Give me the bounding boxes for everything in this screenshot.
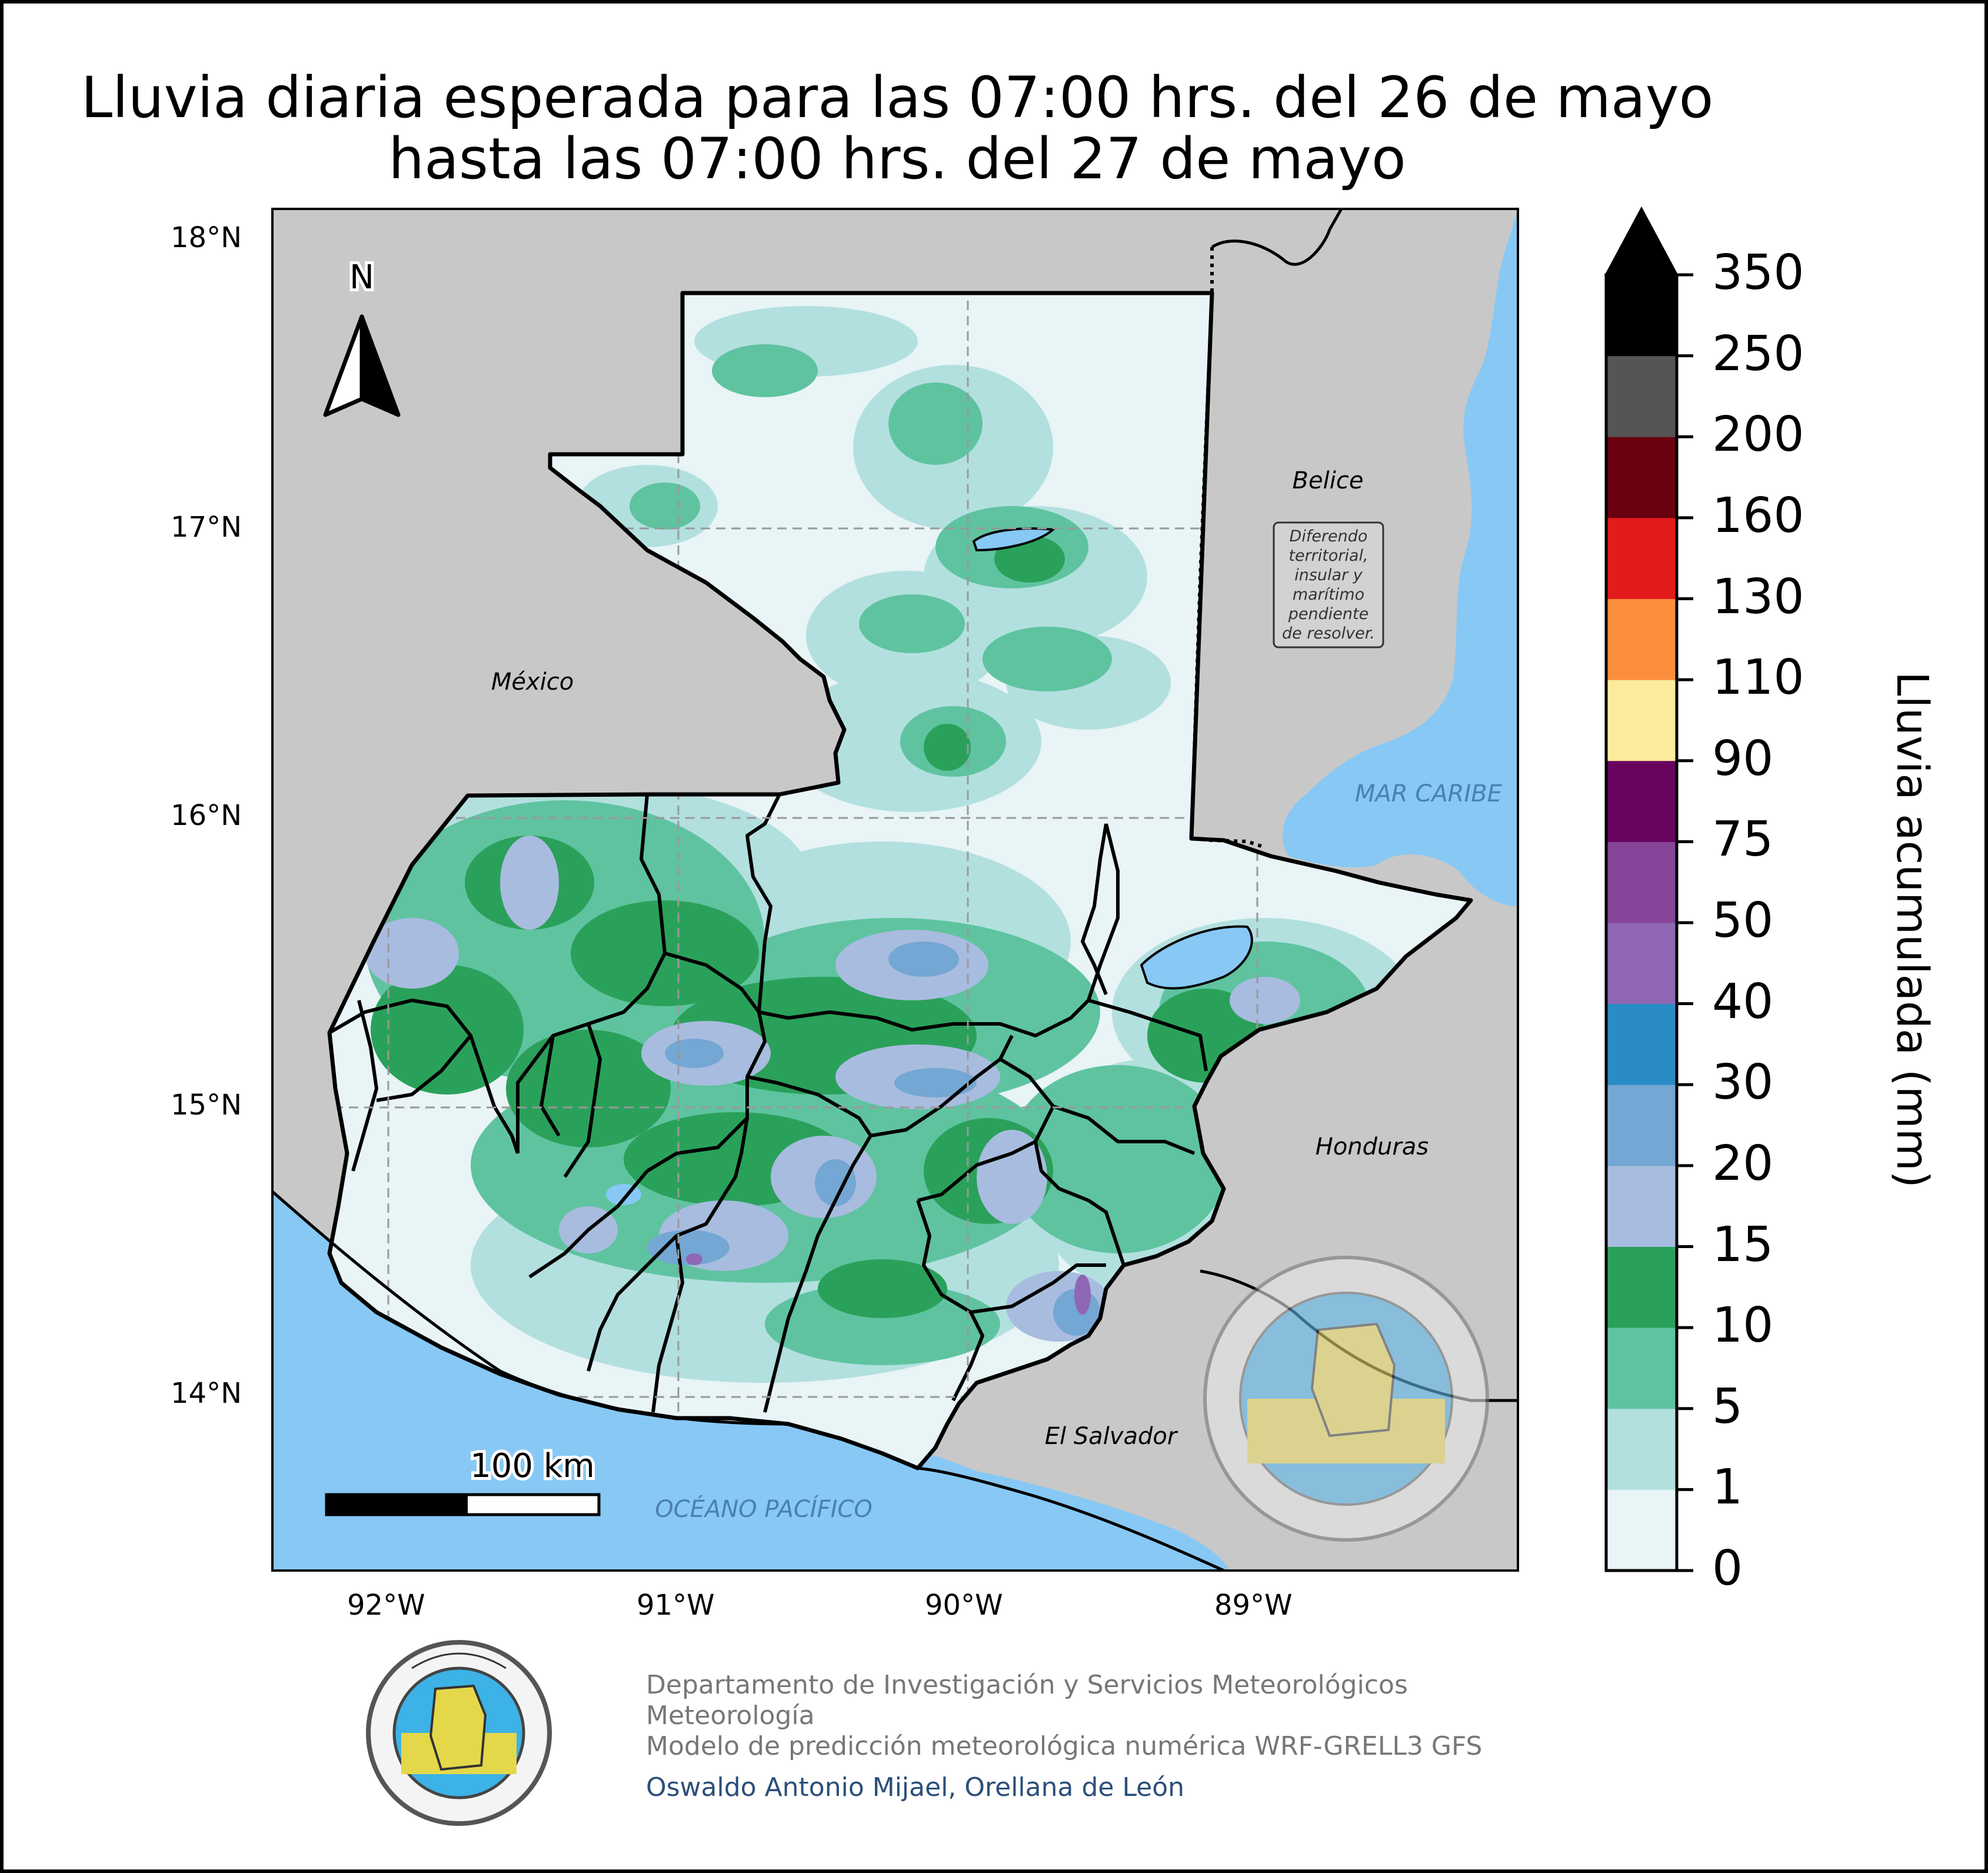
scale-bar (325, 1493, 601, 1516)
lon-label-89w: 89°W (1214, 1589, 1293, 1622)
colorbar-tick-label: 160 (1712, 487, 1804, 544)
colorbar-tick-label: 10 (1712, 1298, 1774, 1354)
colorbar-block (1606, 355, 1677, 437)
colorbar-block (1606, 680, 1677, 761)
credits-author: Oswaldo Antonio Mijael, Orellana de León (646, 1772, 1185, 1802)
scale-bar-label: 100 km (470, 1447, 595, 1485)
dispute-line-6: de resolver. (1282, 624, 1375, 643)
colorbar-block (1606, 517, 1677, 599)
credits-section: Meteorología (646, 1701, 815, 1731)
lat-label-14n: 14°N (171, 1377, 242, 1410)
colorbar-tick-label: 75 (1712, 811, 1774, 868)
colorbar-block (1606, 1408, 1677, 1490)
dispute-line-2: territorial, (1288, 547, 1368, 565)
colorbar-block (1606, 1246, 1677, 1328)
colorbar-block (1606, 1084, 1677, 1166)
colorbar-block (1606, 598, 1677, 680)
colorbar-tick-label: 90 (1712, 730, 1774, 787)
colorbar-block (1606, 1003, 1677, 1085)
colorbar-block (1606, 275, 1677, 357)
colorbar-extend-triangle (1604, 206, 1679, 276)
colorbar-tick-label: 350 (1712, 245, 1804, 301)
insivumeh-watermark-seal (1203, 1256, 1489, 1542)
lat-label-15n: 15°N (171, 1089, 242, 1122)
dispute-line-3: insular y (1294, 566, 1363, 584)
lat-label-17n: 17°N (171, 511, 242, 544)
label-mar-caribe: MAR CARIBE (1355, 780, 1503, 807)
credits-department: Departamento de Investigación y Servicio… (646, 1670, 1408, 1700)
colorbar-block (1606, 760, 1677, 842)
colorbar-tick-label: 50 (1712, 893, 1774, 949)
colorbar-tick-label: 1 (1712, 1459, 1743, 1516)
colorbar-block (1606, 841, 1677, 923)
colorbar-block (1606, 1165, 1677, 1247)
colorbar-tick-label: 40 (1712, 973, 1774, 1030)
colorbar-tick-label: 30 (1712, 1054, 1774, 1111)
north-label: N (349, 258, 374, 297)
colorbar-tick-label: 110 (1712, 650, 1804, 706)
label-belice: Belice (1293, 467, 1364, 494)
colorbar-block (1606, 1328, 1677, 1409)
map-title-line2: hasta las 07:00 hrs. del 27 de mayo (388, 126, 1406, 192)
north-arrow-icon (323, 314, 401, 417)
label-el-salvador: El Salvador (1045, 1423, 1178, 1450)
colorbar-tick-label: 200 (1712, 407, 1804, 463)
credits-model: Modelo de predicción meteorológica numér… (646, 1731, 1483, 1761)
lon-label-92w: 92°W (347, 1589, 425, 1622)
colorbar-title: Lluvia acumulada (mm) (1887, 671, 1937, 1188)
colorbar-tick-label: 15 (1712, 1216, 1774, 1273)
lon-label-90w: 90°W (925, 1589, 1003, 1622)
colorbar-tick-label: 20 (1712, 1135, 1774, 1192)
colorbar-block (1606, 437, 1677, 518)
map-title-line1: Lluvia diaria esperada para las 07:00 hr… (81, 65, 1714, 131)
lat-label-16n: 16°N (171, 799, 242, 832)
dispute-line-5: pendiente (1288, 605, 1368, 623)
insivumeh-logo (366, 1640, 552, 1826)
lon-label-91w: 91°W (637, 1589, 715, 1622)
dispute-line-1: Diferendo (1290, 527, 1368, 545)
label-oceano-pacifico: OCÉANO PACÍFICO (655, 1495, 873, 1523)
colorbar-tick-label: 5 (1712, 1378, 1743, 1435)
lat-label-18n: 18°N (171, 221, 242, 254)
colorbar-tick-label: 130 (1712, 568, 1804, 625)
colorbar-block (1606, 1489, 1677, 1571)
dispute-line-4: marítimo (1293, 585, 1364, 604)
dispute-note: Diferendo territorial, insular y marítim… (1273, 521, 1384, 648)
colorbar-block (1606, 923, 1677, 1004)
colorbar-tick-label: 250 (1712, 325, 1804, 382)
label-mexico: México (491, 668, 574, 696)
colorbar-tick-label: 0 (1712, 1541, 1743, 1596)
label-honduras: Honduras (1316, 1133, 1428, 1160)
